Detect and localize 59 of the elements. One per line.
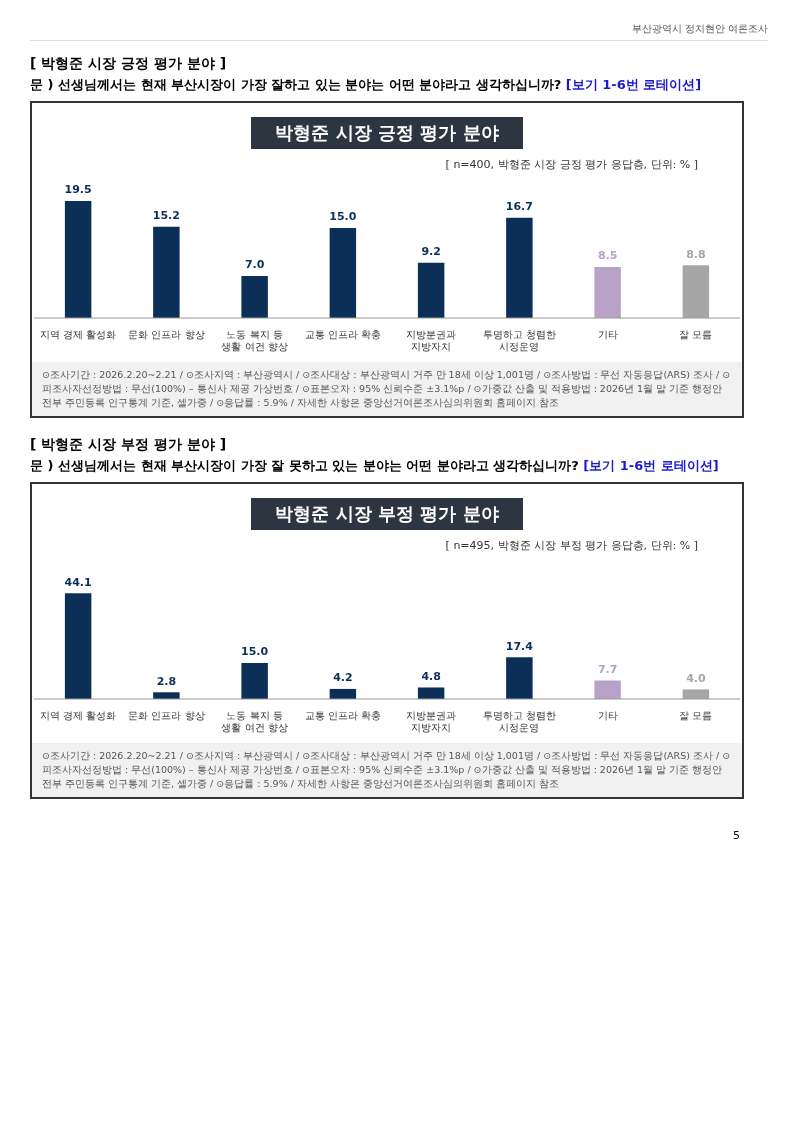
x-tick-label: 문화 인프라 향상 bbox=[128, 328, 205, 340]
chart-title: 박형준 시장 긍정 평가 분야 bbox=[251, 117, 523, 149]
data-label: 4.0 bbox=[686, 671, 706, 685]
text: 5 bbox=[732, 829, 740, 842]
data-label: 7.7 bbox=[597, 662, 618, 676]
chart-subtitle: [ n=495, 박형준 시장 부정 평가 응답층, 단위: % ] bbox=[444, 538, 698, 553]
bar bbox=[506, 217, 533, 318]
bar bbox=[417, 687, 445, 699]
data-label: 15.2 bbox=[152, 209, 180, 223]
bar bbox=[241, 663, 268, 699]
bar bbox=[241, 276, 268, 318]
bar bbox=[153, 692, 180, 699]
data-label: 7.0 bbox=[244, 258, 265, 272]
data-label: 17.4 bbox=[505, 639, 534, 653]
bar bbox=[64, 201, 92, 318]
x-tick-label: 교통 인프라 확충 bbox=[304, 709, 382, 721]
data-label: 15.0 bbox=[241, 645, 269, 659]
bar bbox=[594, 267, 621, 318]
x-tick-label: 노동 복지 등 생활 여건 향상 bbox=[221, 328, 288, 352]
x-tick-label: 노동 복지 등 생활 여건 향상 bbox=[221, 709, 288, 733]
x-tick-label: 지역 경제 활성화 bbox=[39, 709, 117, 721]
bar bbox=[153, 226, 180, 318]
x-tick-label: 지방분권과 지방자치 bbox=[406, 328, 457, 352]
bar bbox=[329, 228, 357, 318]
x-tick-label: 지방분권과 지방자치 bbox=[406, 709, 457, 733]
text: [ 박형준 시장 긍정 평가 분야 ] bbox=[30, 55, 228, 73]
chart-subtitle: [ n=400, 박형준 시장 긍정 평가 응답층, 단위: % ] bbox=[444, 157, 698, 172]
x-tick-label: 기타 bbox=[597, 709, 618, 721]
text: 부산광역시 정치현안 여론조사 bbox=[30, 22, 768, 41]
text: ⊙조사기간 : 2026.2.20~2.21 / ⊙조사지역 : 부산광역시 / ⊙조사대상 : 부산광역시 거주 만 18세 이상 1,001명 / ⊙조사방법 : 무선 자동응답(ARS) 조사 / ⊙피조사자선정방법 : 무선(100%) – 통신사 제공 가상번호 / ⊙표본오차 : 95% 신뢰수준 ±3.1%p / ⊙가중값 산출 및 적용방법 : 2026년 1월 말 기준 행정안전부 주민등록 인구통계 기준, 셀가중 / ⊙응답률 : 5.9% / 자세한 사항은 중앙선거여론조사심의위원회 홈페이지 참조 bbox=[32, 743, 742, 797]
bar bbox=[682, 265, 710, 318]
chart-title: 박형준 시장 부정 평가 분야 bbox=[251, 498, 523, 530]
x-tick-label: 잘 모름 bbox=[679, 328, 713, 340]
bar bbox=[417, 262, 445, 318]
x-tick-label: 교통 인프라 확충 bbox=[304, 328, 382, 340]
text: ⊙조사기간 : 2026.2.20~2.21 / ⊙조사지역 : 부산광역시 / ⊙조사대상 : 부산광역시 거주 만 18세 이상 1,001명 / ⊙조사방법 : 무선 자동응답(ARS) 조사 / ⊙피조사자선정방법 : 무선(100%) – 통신사 제공 가상번호 / ⊙표본오차 : 95% 신뢰수준 ±3.1%p / ⊙가중값 산출 및 적용방법 : 2026년 1월 말 기준 행정안전부 주민등록 인구통계 기준, 셀가중 / ⊙응답률 : 5.9% / 자세한 사항은 중앙선거여론조사심의위원회 홈페이지 참조 bbox=[32, 362, 742, 416]
data-label: 8.5 bbox=[597, 249, 618, 263]
data-label: 2.8 bbox=[156, 674, 177, 688]
x-tick-label: 문화 인프라 향상 bbox=[128, 709, 205, 721]
x-tick-label: 투명하고 청렴한 시정운영 bbox=[482, 328, 556, 352]
data-label: 44.1 bbox=[64, 575, 92, 589]
data-label: 9.2 bbox=[421, 245, 441, 259]
data-label: 16.7 bbox=[505, 200, 533, 214]
x-tick-label: 지역 경제 활성화 bbox=[39, 328, 117, 340]
data-label: 4.2 bbox=[333, 671, 353, 685]
data-label: 15.0 bbox=[329, 210, 357, 224]
x-tick-label: 기타 bbox=[597, 328, 618, 340]
bar bbox=[506, 657, 533, 699]
x-tick-label: 투명하고 청렴한 시정운영 bbox=[482, 709, 556, 733]
bar bbox=[594, 680, 621, 699]
data-label: 19.5 bbox=[64, 183, 92, 197]
x-tick-label: 잘 모름 bbox=[679, 709, 713, 721]
text: 문 ) 선생님께서는 현재 부산시장이 가장 잘 못하고 있는 분야는 어떤 분야라고 생각하십니까? [보기 1-6번 로테이션] bbox=[30, 457, 720, 475]
text: [ 박형준 시장 부정 평가 분야 ] bbox=[30, 436, 228, 454]
bar bbox=[64, 593, 92, 699]
data-label: 4.8 bbox=[421, 669, 441, 683]
bar bbox=[682, 689, 710, 699]
data-label: 8.8 bbox=[686, 247, 706, 261]
text: 문 ) 선생님께서는 현재 부산시장이 가장 잘하고 있는 분야는 어떤 분야라고 생각하십니까? [보기 1-6번 로테이션] bbox=[30, 76, 703, 94]
